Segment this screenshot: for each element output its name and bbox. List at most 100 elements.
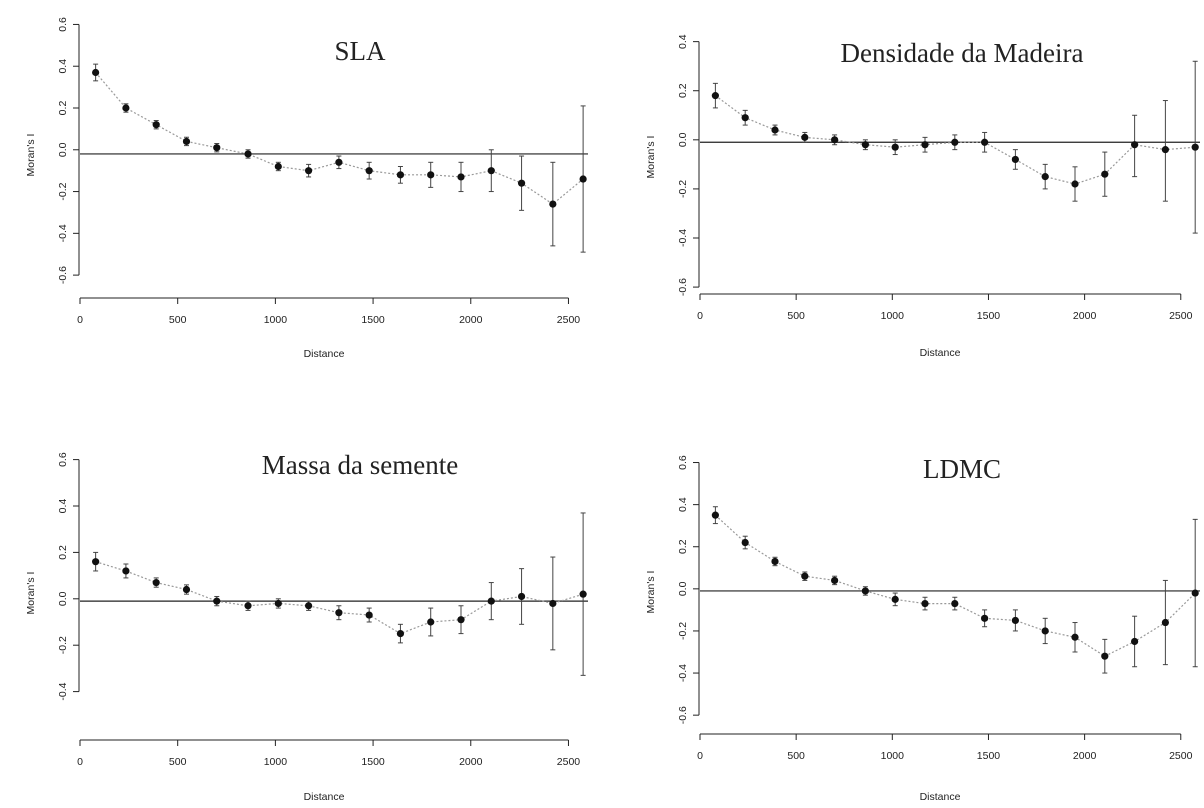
panel-4-data-point: [1161, 618, 1169, 627]
panel-4-data-point: [711, 511, 719, 519]
panel-3-x-tick-label: 500: [169, 756, 187, 768]
panel-4-data-point: [951, 599, 959, 608]
panel-2-data-point: [981, 138, 989, 146]
panel-4-connector-line: [714, 514, 1196, 657]
panel-3-y-tick-label: 0.6: [57, 452, 69, 467]
panel-2-x-axis-label: Distance: [920, 347, 961, 359]
panel-4-data-point: [1041, 627, 1049, 635]
panel-2-data-point: [921, 141, 929, 149]
panel-1-data-point: [549, 200, 557, 208]
panel-3-title: Massa da semente: [262, 450, 458, 480]
panel-2-data-point: [1011, 155, 1019, 164]
panel-1-data-point: [305, 167, 313, 175]
panel-4-data-point: [831, 576, 839, 585]
panel-1-y-tick-label: 0.4: [57, 59, 69, 74]
panel-4-x-tick-label: 1000: [881, 750, 905, 762]
panel-4-y-tick-label: 0.6: [677, 455, 689, 470]
panel-2-data-point: [1101, 170, 1109, 178]
panel-1-data-point: [517, 179, 526, 187]
panel-2-x-tick-label: 1500: [977, 310, 1001, 322]
panel-3-x-tick-label: 2000: [459, 756, 483, 768]
panel-1-data-point: [579, 175, 587, 183]
panel-1-y-tick-label: -0.4: [57, 224, 69, 242]
panel-3-x-tick-label: 1500: [361, 756, 385, 768]
panel-3: -0.4 -0.2 0.0 0.2 0.4 0.6 0 500 1000 1500 2000 2500…: [25, 450, 588, 803]
panel-2-y-tick-label: 0.4: [677, 34, 689, 49]
panel-1-x-tick-label: 0: [77, 314, 83, 326]
panel-1-data-point: [213, 144, 221, 152]
panel-1-y-tick-label: 0.6: [57, 17, 69, 32]
panel-1-data-point: [244, 150, 252, 158]
panel-3-data-point: [365, 611, 373, 619]
panel-1-data-point: [396, 171, 405, 179]
panel-3-x-tick-label: 1000: [264, 756, 288, 768]
panel-4-data-point: [801, 572, 809, 580]
panel-3-y-tick-label: -0.2: [57, 636, 69, 654]
panel-4-y-tick-label: -0.4: [677, 664, 689, 682]
panel-4: -0.6 -0.4 -0.2 0.0 0.2 0.4 0.6 0 500 1000 1500 2000…: [645, 454, 1200, 803]
panel-4-data-point: [981, 614, 989, 622]
panel-4-x-tick-label: 0: [697, 750, 703, 762]
panel-4-x-axis-label: Distance: [920, 791, 961, 803]
panel-2-data-point: [1041, 173, 1049, 181]
panel-1-y-axis-label: Moran's I: [25, 134, 37, 177]
panel-1-data-point: [487, 167, 495, 175]
panel-3-y-axis-label: Moran's I: [25, 572, 37, 615]
panel-2-title: Densidade da Madeira: [841, 38, 1084, 68]
panel-2-y-tick-label: 0.2: [677, 83, 689, 98]
panel-1-data-point: [457, 173, 465, 181]
panel-1-data-point: [274, 162, 282, 171]
panel-4-y-axis-label: Moran's I: [645, 571, 657, 614]
panel-2-y-tick-label: 0.0: [677, 132, 689, 147]
panel-4-y-tick-label: -0.6: [677, 706, 689, 724]
panel-1-y-tick-label: -0.2: [57, 182, 69, 200]
panel-3-y-tick-label: 0.4: [57, 499, 69, 514]
panel-1-data-point: [122, 104, 130, 112]
panel-2-data-point: [891, 143, 899, 151]
panel-1-y-tick-label: 0.2: [57, 101, 69, 116]
panel-3-x-tick-label: 0: [77, 756, 83, 768]
panel-1: -0.6 -0.4 -0.2 0.0 0.2 0.4 0.6 0 500 1000 1500 2000…: [25, 17, 588, 360]
panel-3-data-point: [457, 616, 465, 624]
panel-3-data-point: [487, 597, 495, 605]
panel-4-y-tick-label: 0.4: [677, 497, 689, 512]
panel-3-data-point: [152, 578, 160, 587]
panel-2-connector-line: [715, 95, 1196, 185]
panel-1-data-point: [427, 171, 435, 179]
panel-2-data-point: [1161, 146, 1169, 154]
panel-1-y-tick-label: -0.6: [57, 266, 69, 284]
panel-3-data-point: [274, 599, 282, 608]
panel-4-title: LDMC: [923, 454, 1001, 484]
panel-1-x-tick-label: 2000: [459, 314, 483, 326]
panel-1-data-point: [182, 137, 191, 146]
panel-4-data-point: [741, 538, 749, 547]
panel-4-data-point: [771, 557, 779, 566]
panel-3-data-point: [122, 567, 130, 575]
panel-1-x-tick-label: 2500: [557, 314, 581, 326]
panel-2-data-point: [801, 133, 809, 141]
panel-4-data-point: [861, 587, 869, 595]
panel-2-data-point: [1131, 141, 1139, 149]
panel-2-data-point: [1071, 180, 1079, 188]
panel-4-y-tick-label: -0.2: [677, 622, 689, 640]
panel-2-data-point: [831, 136, 839, 144]
panel-2-data-point: [1191, 143, 1199, 151]
panel-3-data-point: [517, 592, 526, 601]
panel-3-y-tick-label: 0.0: [57, 591, 69, 606]
panel-3-data-point: [427, 618, 435, 626]
panel-3-data-point: [335, 609, 343, 617]
panel-3-data-point: [549, 599, 557, 608]
panel-2-x-tick-label: 1000: [881, 310, 905, 322]
panel-2-y-axis-label: Moran's I: [645, 136, 657, 179]
panel-3-data-point: [305, 602, 313, 610]
panel-1-x-axis-label: Distance: [304, 348, 345, 360]
panel-3-x-axis-label: Distance: [304, 791, 345, 803]
panel-3-data-point: [213, 597, 221, 605]
panel-3-y-tick-label: 0.2: [57, 545, 69, 560]
panel-2-data-point: [951, 138, 959, 146]
panel-2: -0.6 -0.4 -0.2 0.0 0.2 0.4 0 500 1000 1500 2000 250…: [645, 34, 1200, 359]
panel-4-data-point: [921, 599, 929, 608]
panel-1-y-tick-label: 0.0: [57, 142, 69, 157]
panel-2-y-tick-label: -0.4: [677, 229, 689, 247]
panel-2-data-point: [711, 92, 719, 100]
